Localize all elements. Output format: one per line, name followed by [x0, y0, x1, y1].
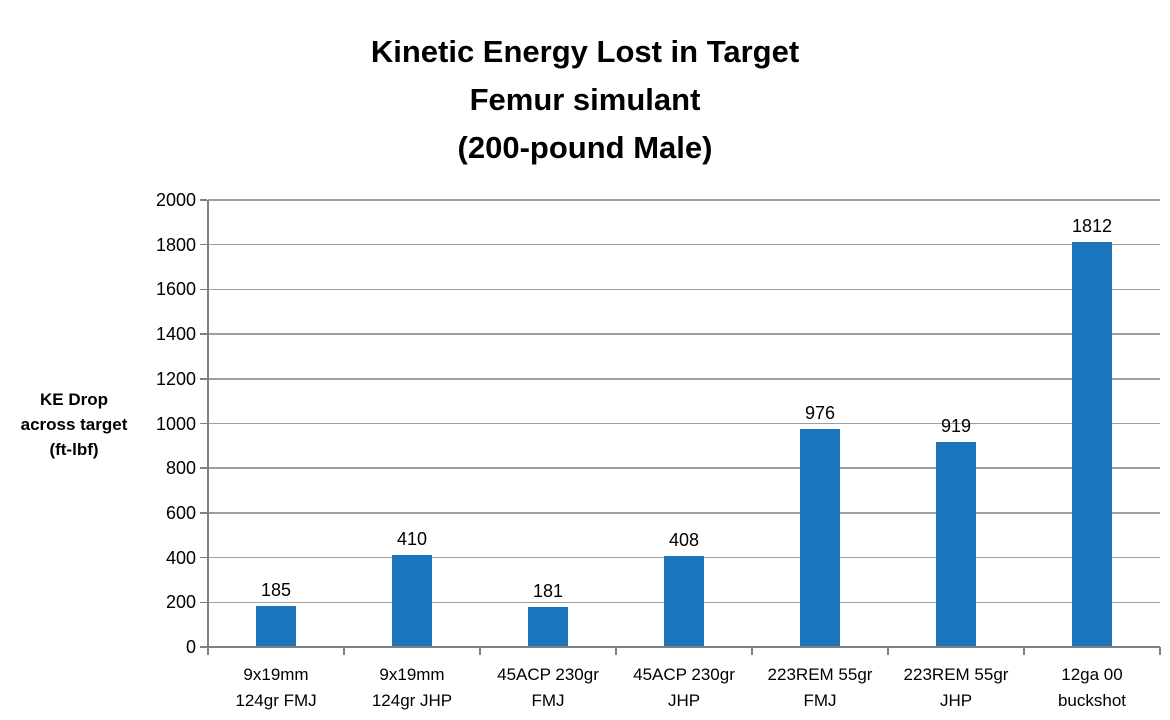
y-tick-label: 1400 — [155, 324, 196, 345]
x-tick-mark — [751, 647, 753, 655]
y-axis-title: KE Drop across target (ft-lbf) — [20, 390, 128, 459]
y-tick-label: 200 — [165, 592, 196, 613]
gridline — [208, 378, 1160, 380]
y-tick-mark — [200, 422, 207, 425]
x-tick-mark — [343, 647, 345, 655]
y-tick-mark — [200, 467, 207, 469]
gridline — [208, 333, 1160, 335]
bar-value-label: 181 — [532, 580, 564, 601]
x-tick-mark — [615, 647, 617, 655]
bar — [800, 428, 840, 647]
y-tick-mark — [200, 556, 207, 559]
y-tick-label: 400 — [165, 547, 196, 568]
chart-title: Kinetic Energy Lost in Target Femur simu… — [370, 34, 800, 165]
y-tick-mark — [200, 243, 207, 246]
x-tick-mark — [1159, 647, 1161, 655]
y-tick-label: 1200 — [155, 368, 196, 389]
y-tick-label: 2000 — [155, 190, 196, 210]
bar — [528, 606, 568, 647]
x-tick-label: 45ACP 230gr FMJ — [497, 665, 599, 710]
x-tick-label: 45ACP 230gr JHP — [633, 665, 735, 710]
bar-value-label: 919 — [940, 415, 972, 436]
x-tick-mark — [887, 647, 889, 655]
y-tick-label: 0 — [185, 637, 196, 657]
gridline — [208, 288, 1160, 291]
bar — [664, 555, 704, 647]
y-tick-mark — [200, 512, 207, 514]
y-tick-label: 1000 — [155, 413, 196, 434]
y-tick-mark — [200, 288, 207, 291]
bar — [936, 441, 976, 647]
y-tick-label: 1600 — [155, 279, 196, 300]
x-axis-line — [208, 646, 1160, 648]
x-tick-label: 223REM 55gr JHP — [903, 665, 1009, 710]
bar-value-label: 410 — [396, 529, 428, 550]
y-tick-mark — [200, 378, 207, 380]
x-tick-label: 223REM 55gr FMJ — [767, 665, 873, 710]
x-tick-mark — [479, 647, 481, 655]
gridline — [208, 422, 1160, 425]
bar-value-label: 976 — [804, 402, 836, 423]
y-tick-label: 800 — [165, 458, 196, 479]
x-tick-label: 9x19mm 124gr JHP — [371, 665, 453, 710]
y-tick-label: 1800 — [155, 234, 196, 255]
bar-value-label: 408 — [668, 529, 700, 550]
gridline — [208, 512, 1160, 514]
y-tick-mark — [200, 199, 207, 201]
x-tick-label: 12ga 00 buckshot — [1057, 665, 1127, 710]
y-tick-mark — [200, 646, 207, 648]
y-tick-mark — [200, 333, 207, 335]
y-tick-mark — [200, 601, 207, 604]
gridline — [208, 243, 1160, 246]
gridline — [208, 467, 1160, 469]
bar — [392, 555, 432, 647]
x-tick-mark — [1023, 647, 1025, 655]
y-axis-line — [207, 200, 209, 655]
bar — [256, 605, 296, 647]
bar — [1072, 242, 1112, 647]
bar-value-label: 1812 — [1071, 216, 1113, 237]
bar-value-label: 185 — [260, 579, 292, 600]
y-tick-label: 600 — [165, 502, 196, 523]
x-tick-label: 9x19mm 124gr FMJ — [235, 665, 317, 710]
gridline — [208, 199, 1160, 201]
